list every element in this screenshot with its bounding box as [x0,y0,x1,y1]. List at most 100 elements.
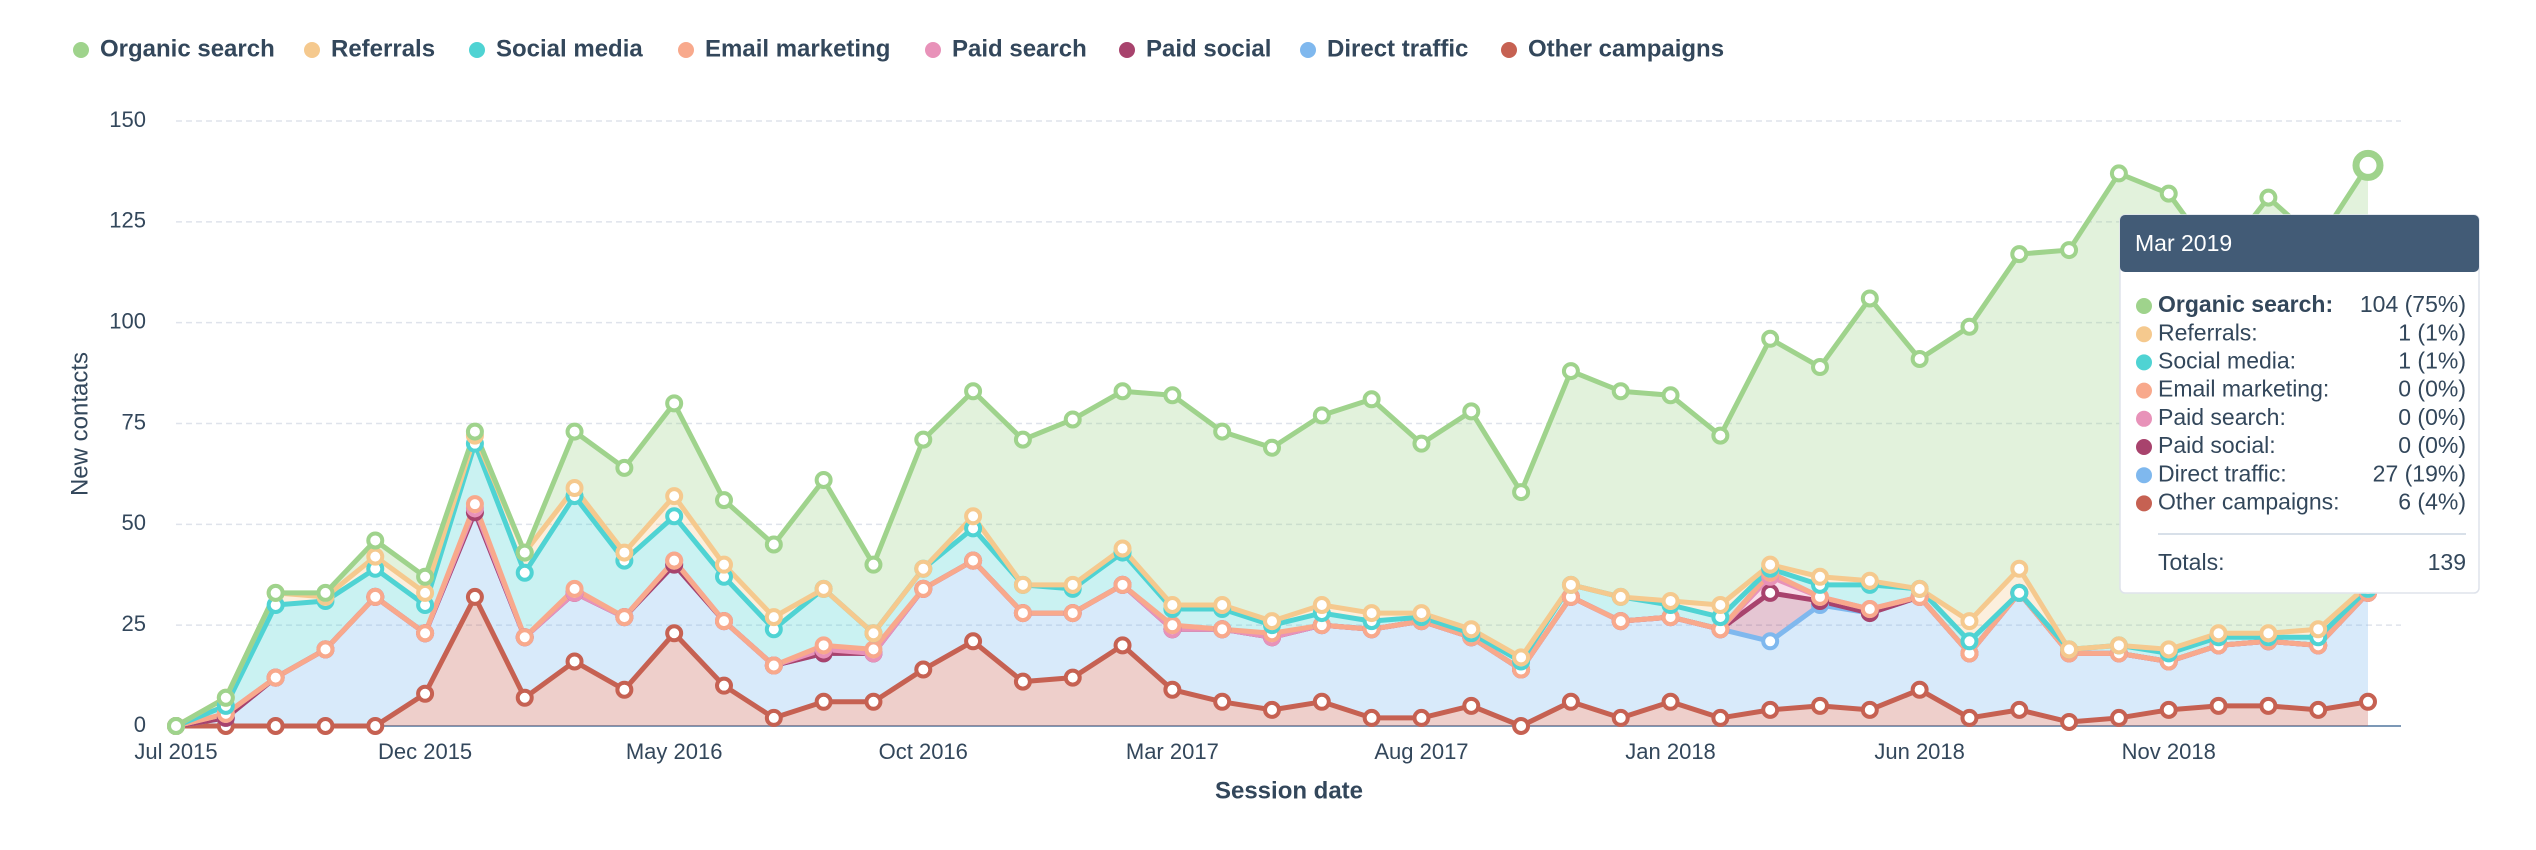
legend-label: Social media [496,35,643,62]
legend-label: Other campaigns [1528,35,1724,62]
tooltip-value: 0 (0%) [2398,404,2466,430]
point [715,555,733,574]
point [1661,386,1680,405]
point [266,717,285,735]
point [2159,184,2178,203]
point [1412,604,1431,623]
point [416,583,435,602]
tooltip-value: 104 (75%) [2360,291,2466,317]
legend-marker [1501,42,1517,58]
point [266,668,285,687]
tooltip-value: 0 (0%) [2398,432,2466,458]
point [1512,483,1531,502]
tooltip-marker [2136,382,2152,399]
point [2359,692,2377,711]
legend: Organic search Referrals Social media Email… [73,35,1724,62]
point [465,495,484,514]
point [1711,426,1730,445]
tooltip-value: 1 (1%) [2398,319,2466,345]
point [665,507,684,526]
tooltip-label: Organic search: [2158,291,2333,317]
point [1113,636,1132,655]
tooltip-total: 139 [2428,549,2466,575]
point [615,680,634,699]
legend-label: Direct traffic [1327,35,1468,62]
point [715,676,733,695]
point [366,547,385,566]
legend-label: Paid social [1146,35,1271,62]
points [167,149,2384,735]
point [1362,604,1381,623]
tooltip-value: 0 (0%) [2398,376,2466,402]
grid: 0 25 50 75 100 125 150 Jul 2015 Dec 2015 May 2016… [109,107,2401,764]
point [366,531,385,550]
legend-marker [925,42,941,58]
legend-label: Organic search [100,35,275,62]
y-tick-label: 50 [122,510,146,535]
legend-marker [1300,42,1316,58]
x-tick-label: Aug 2017 [1374,739,1468,764]
point [366,717,385,735]
point [465,587,484,606]
point [2010,559,2029,578]
point [2259,696,2278,715]
point [1512,648,1531,667]
point [764,608,783,627]
point [964,551,983,570]
point [1163,596,1182,614]
tooltip-value: 1 (1%) [2398,347,2466,373]
tooltip-marker [2136,354,2152,371]
tooltip-total-label: Totals: [2158,549,2224,575]
point [665,551,684,570]
legend-marker [469,42,485,58]
point [167,717,185,735]
point [2010,583,2029,602]
point [2159,640,2178,659]
legend-marker [1119,42,1135,58]
y-tick-label: 150 [109,107,146,132]
point [1811,696,1829,715]
point [316,583,335,602]
tooltip-value: 6 (4%) [2398,488,2466,514]
point [864,640,883,659]
point [1811,567,1829,586]
point [316,717,335,735]
point [1163,680,1182,699]
point [864,692,883,711]
legend-marker [304,42,320,58]
point [2309,700,2328,719]
point [1163,386,1182,405]
point [1213,596,1232,614]
point [1213,692,1232,711]
point [1263,700,1281,719]
point [2259,624,2278,643]
point [1910,349,1929,368]
point [1761,632,1780,651]
point [465,422,484,441]
tooltip-label: Email marketing: [2158,376,2329,402]
y-tick-label: 0 [134,712,146,737]
point [2010,700,2029,719]
point [2309,620,2328,639]
point [814,470,833,489]
point [1611,382,1630,401]
point [1761,555,1780,574]
point [1013,575,1032,594]
point [416,624,435,643]
point [2259,188,2278,207]
point [2109,708,2128,727]
legend-marker [678,42,694,58]
point [964,507,983,526]
point [1213,620,1232,639]
point [565,652,584,671]
point [715,612,733,631]
tooltip-title: Mar 2019 [2135,230,2232,256]
point [416,567,435,586]
point [1113,382,1132,401]
tooltip-value: 27 (19%) [2373,460,2466,486]
point [1013,604,1032,623]
x-axis-title: Session date [1215,777,1363,804]
point [1412,708,1431,727]
point [1312,596,1331,614]
point [1960,708,1979,727]
